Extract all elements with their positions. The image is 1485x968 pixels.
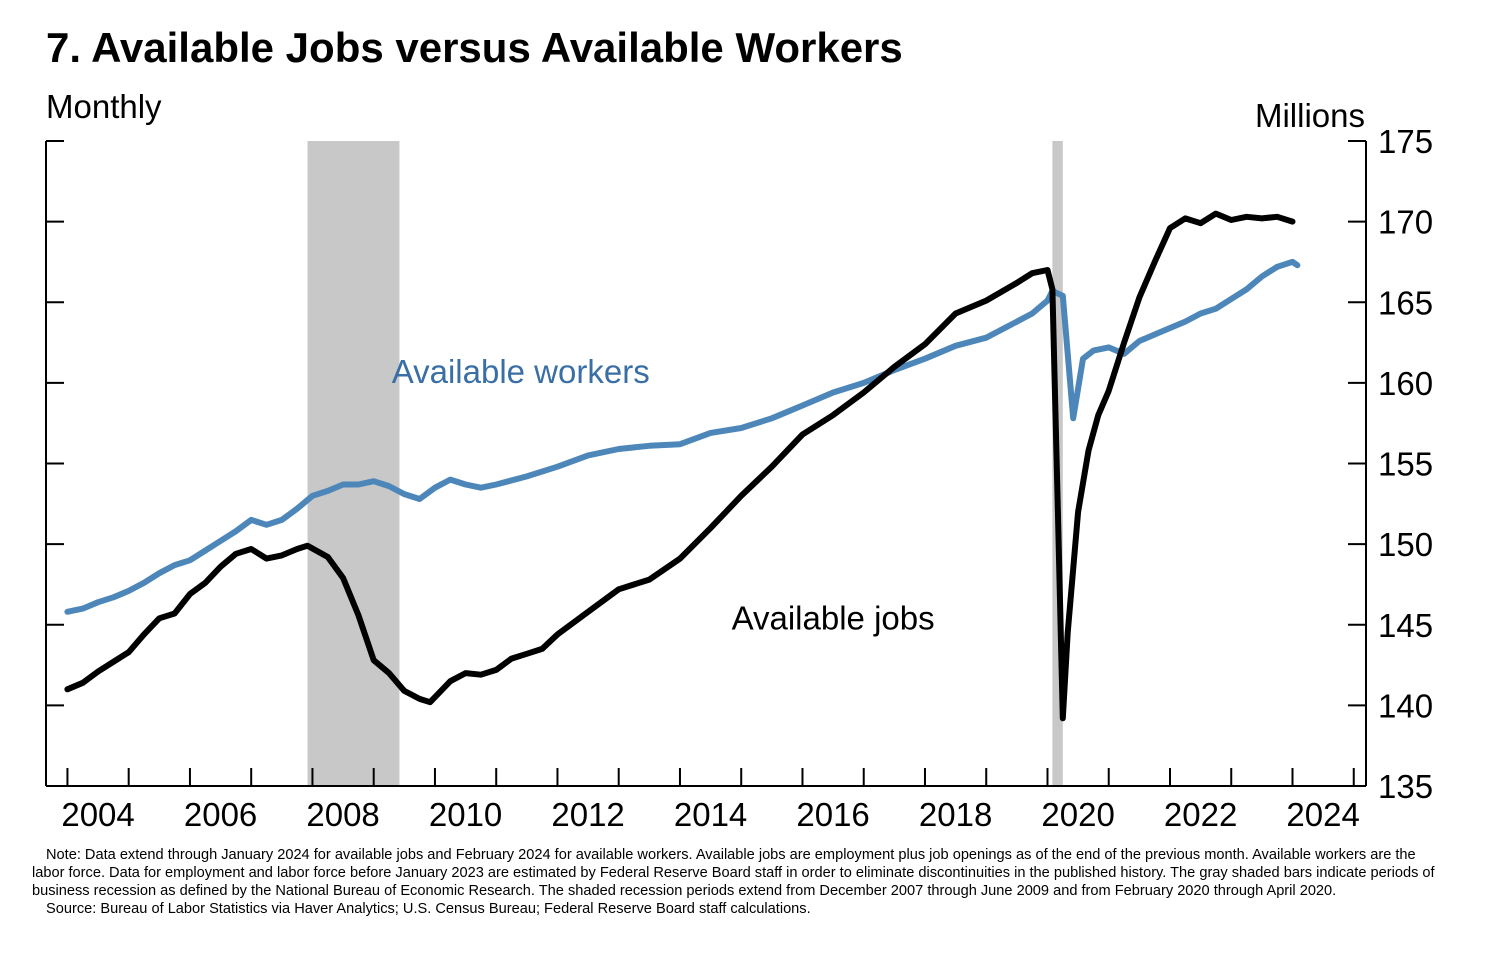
recession-bars bbox=[307, 141, 1063, 786]
y-tick-label-165: 165 bbox=[1378, 284, 1433, 321]
x-tick-label-2016: 2016 bbox=[796, 796, 869, 833]
y-tick-label-175: 175 bbox=[1378, 123, 1433, 160]
y-tick-label-145: 145 bbox=[1378, 607, 1433, 644]
line-chart: 135 140 145 150 155 160 165 170 175 2004 2006 2008 2… bbox=[45, 123, 1433, 833]
x-tick-label-2010: 2010 bbox=[429, 796, 502, 833]
chart-notes: Note: Data extend through January 2024 f… bbox=[32, 846, 1452, 918]
y-tick-label-160: 160 bbox=[1378, 365, 1433, 402]
x-tick-label-2008: 2008 bbox=[306, 796, 379, 833]
x-tick-label-2024: 2024 bbox=[1286, 796, 1359, 833]
chart-subtitle: Monthly bbox=[46, 88, 162, 125]
x-tick-label-2006: 2006 bbox=[184, 796, 257, 833]
y-tick-label-140: 140 bbox=[1378, 687, 1433, 724]
x-tick-label-2020: 2020 bbox=[1041, 796, 1114, 833]
source-text: Source: Bureau of Labor Statistics via H… bbox=[46, 901, 811, 917]
series-line-available-jobs bbox=[64, 210, 1296, 722]
note-text: Note: Data extend through January 2024 f… bbox=[32, 847, 1435, 899]
series-label-available-jobs: Available jobs bbox=[732, 600, 935, 637]
series-line-available-workers bbox=[64, 258, 1301, 615]
axes: 135 140 145 150 155 160 165 170 175 2004 2006 2008 2… bbox=[45, 123, 1433, 833]
y-axis-label: Millions bbox=[1254, 97, 1365, 134]
y-tick-label-170: 170 bbox=[1378, 204, 1433, 241]
x-tick-label-2004: 2004 bbox=[61, 796, 134, 833]
series-lines bbox=[64, 210, 1301, 722]
x-tick-label-2018: 2018 bbox=[919, 796, 992, 833]
recession-bar-0 bbox=[307, 141, 400, 786]
chart-title: 7. Available Jobs versus Available Worke… bbox=[46, 24, 903, 71]
y-tick-label-150: 150 bbox=[1378, 526, 1433, 563]
x-tick-label-2022: 2022 bbox=[1164, 796, 1237, 833]
series-labels: Available workers Available jobs bbox=[392, 353, 935, 637]
series-label-available-workers: Available workers bbox=[392, 353, 650, 390]
y-tick-label-135: 135 bbox=[1378, 768, 1433, 805]
x-tick-label-2014: 2014 bbox=[674, 796, 747, 833]
x-tick-label-2012: 2012 bbox=[551, 796, 624, 833]
y-tick-label-155: 155 bbox=[1378, 446, 1433, 483]
